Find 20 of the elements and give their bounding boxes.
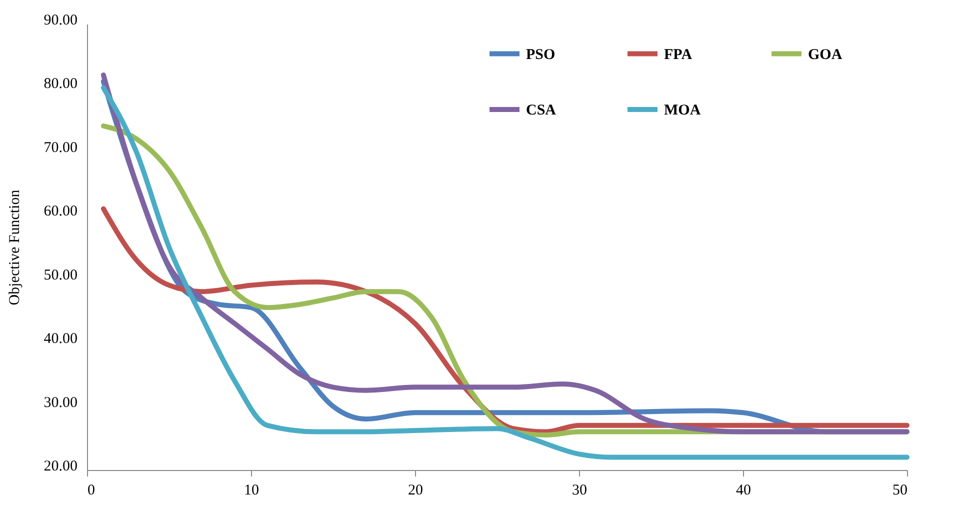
x-tick-label: 40 <box>736 482 751 498</box>
y-tick-label: 40.00 <box>44 331 78 348</box>
x-tick-label: 30 <box>572 482 587 498</box>
x-tick-label: 20 <box>408 482 423 498</box>
y-tick-label: 80.00 <box>44 76 78 92</box>
x-tick-label: 10 <box>244 482 259 498</box>
y-tick-label: 50.00 <box>44 267 78 284</box>
y-tick-label: 30.00 <box>44 394 78 411</box>
legend-label: FPA <box>664 46 692 63</box>
legend-label: GOA <box>808 46 842 63</box>
y-tick-label: 70.00 <box>44 140 78 156</box>
y-tick-label: 90.00 <box>44 12 78 28</box>
y-tick-label: 20.00 <box>44 458 78 474</box>
x-tick-label: 0 <box>88 482 95 498</box>
legend-label: PSO <box>526 46 556 63</box>
y-tick-label: 60.00 <box>44 204 78 220</box>
legend-label: CSA <box>526 102 556 118</box>
x-tick-label: 50 <box>892 482 908 498</box>
legend-label: MOA <box>664 102 701 118</box>
y-axis-title: Objective Function <box>6 189 23 306</box>
